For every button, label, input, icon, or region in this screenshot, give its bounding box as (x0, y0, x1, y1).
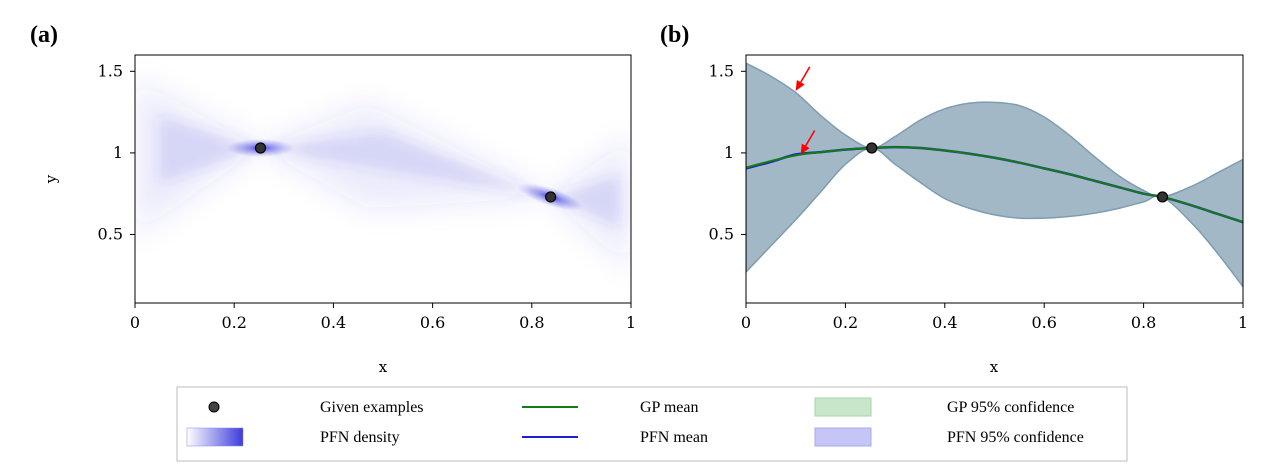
panel-b-annotations (795, 66, 816, 155)
legend-patch-gp-confidence (814, 397, 872, 417)
panel-a-xtick-label: 0.2 (221, 313, 246, 332)
panel-b-given-examples (866, 142, 1169, 203)
panel-b-xlabel: x (990, 358, 999, 376)
panel-a-xtick-label: 0.4 (321, 313, 346, 332)
panel-a-xtick-label: 0.8 (519, 313, 544, 332)
gp-mean-line (746, 146, 1243, 224)
panel-b-xtick-label: 1 (1238, 313, 1248, 332)
panel-a-xlabel: x (379, 358, 388, 376)
mean-lines (746, 145, 1243, 224)
panel-b-xtick-label: 0.4 (932, 313, 957, 332)
given-example-point (1156, 191, 1169, 203)
annotation-arrow-shaft (805, 130, 816, 147)
given-example-point (866, 142, 878, 154)
legend-frame (176, 386, 1128, 462)
given-example-point (254, 142, 267, 154)
legend-patch-pfn-confidence (814, 427, 872, 447)
panel-b-xtick-label: 0 (741, 313, 751, 332)
panel-b-ytick-label: 0.5 (709, 224, 734, 243)
panel-a-ytick-label: 1 (113, 143, 123, 162)
legend-label-gp-confidence: GP 95% confidence (947, 399, 1074, 416)
panel-a-frame (134, 54, 632, 304)
legend-label-pfn-density: PFN density (320, 429, 400, 446)
legend-label-pfn-confidence: PFN 95% confidence (947, 429, 1084, 446)
panel-a-xtick-label: 1 (626, 313, 636, 332)
annotation-arrow-shaft (800, 66, 811, 83)
panel-a-given-examples (254, 142, 557, 203)
legend: Given examples GP mean GP 95% confidence… (176, 386, 1128, 462)
panel-a-ylabel: y (42, 174, 60, 184)
pfn-density-heatmap (135, 79, 631, 271)
density-core-0 (159, 117, 261, 183)
density-core-2 (550, 175, 622, 227)
panel-b-xtick-label: 0.6 (1031, 313, 1056, 332)
given-example-point (545, 191, 557, 203)
annotation-arrow-head (800, 143, 810, 155)
confidence-band (746, 62, 1243, 288)
panel-b-ytick-label: 1.5 (709, 61, 734, 80)
panel-a-ytick-label: 1.5 (98, 61, 123, 80)
panel-a-axes: 0 0.2 0.4 0.6 0.8 1 0.5 1 1.5 (98, 61, 637, 332)
panel-b-xtick-label: 0.8 (1131, 313, 1156, 332)
legend-gradient-pfn-density (186, 427, 244, 447)
panel-label-b: (b) (660, 22, 689, 48)
legend-marker-given-examples (208, 401, 220, 413)
panel-b-xtick-label: 0.2 (833, 313, 858, 332)
panel-a-xtick-label: 0 (130, 313, 140, 332)
panel-b-plot: 0 0.2 0.4 0.6 0.8 1 0.5 1 1.5 x (709, 54, 1249, 376)
panel-label-a: (a) (30, 22, 58, 48)
panel-a-ytick-label: 0.5 (98, 224, 123, 243)
panel-b-ytick-label: 1 (724, 143, 734, 162)
panel-a-plot: 0 0.2 0.4 0.6 0.8 1 0.5 1 1.5 x y (42, 54, 637, 376)
density-core-1 (260, 133, 551, 197)
panel-b-axes: 0 0.2 0.4 0.6 0.8 1 0.5 1 1.5 (709, 61, 1249, 332)
annotation-arrow-head (795, 79, 805, 91)
legend-label-pfn-mean: PFN mean (640, 429, 708, 446)
panel-b-frame (745, 54, 1244, 304)
panel-a-xtick-label: 0.6 (420, 313, 445, 332)
legend-label-gp-mean: GP mean (640, 399, 699, 416)
legend-label-given-examples: Given examples (320, 399, 424, 416)
confidence-band-area (746, 62, 1243, 288)
